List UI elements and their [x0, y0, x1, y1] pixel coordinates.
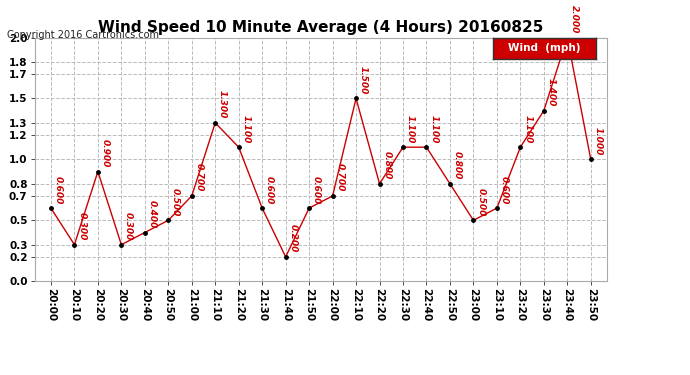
Text: 0.700: 0.700	[335, 164, 344, 192]
Text: 0.300: 0.300	[77, 212, 86, 240]
Text: 2.000: 2.000	[570, 5, 579, 33]
Text: 1.300: 1.300	[218, 90, 227, 118]
Text: 1.000: 1.000	[593, 127, 602, 155]
Text: 0.500: 0.500	[476, 188, 485, 216]
Text: 1.400: 1.400	[546, 78, 555, 106]
Text: 0.800: 0.800	[453, 151, 462, 180]
Text: 0.300: 0.300	[124, 212, 133, 240]
Title: Wind Speed 10 Minute Average (4 Hours) 20160825: Wind Speed 10 Minute Average (4 Hours) 2…	[98, 20, 544, 35]
Text: 1.100: 1.100	[406, 115, 415, 143]
Text: 0.600: 0.600	[265, 176, 274, 204]
Text: 1.500: 1.500	[359, 66, 368, 94]
Text: Copyright 2016 Cartronics.com: Copyright 2016 Cartronics.com	[7, 30, 159, 40]
Text: 0.600: 0.600	[54, 176, 63, 204]
Text: 0.700: 0.700	[195, 164, 204, 192]
Text: 0.200: 0.200	[288, 224, 297, 253]
Text: 1.100: 1.100	[429, 115, 438, 143]
Text: 0.900: 0.900	[101, 139, 110, 167]
Text: 1.100: 1.100	[241, 115, 250, 143]
Text: 1.100: 1.100	[523, 115, 532, 143]
Text: 0.600: 0.600	[500, 176, 509, 204]
Text: 0.500: 0.500	[171, 188, 180, 216]
Text: 0.400: 0.400	[148, 200, 157, 228]
Text: 0.800: 0.800	[382, 151, 391, 180]
Text: 0.600: 0.600	[312, 176, 321, 204]
